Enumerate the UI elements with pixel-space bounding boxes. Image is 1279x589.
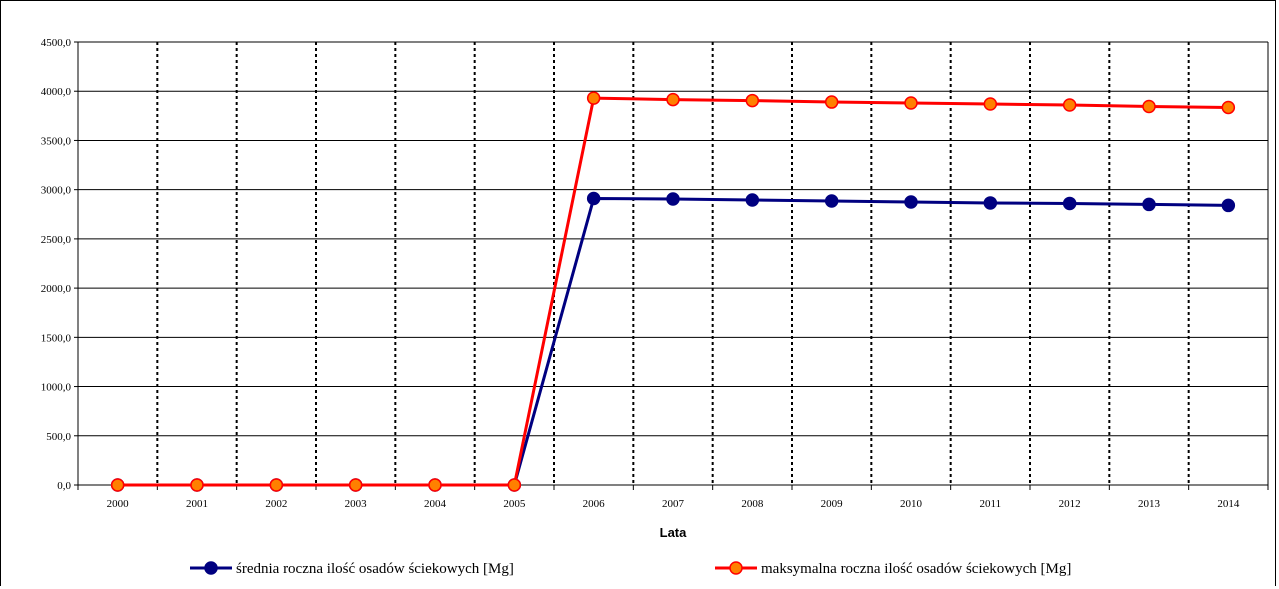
data-point [586,191,601,206]
data-point [586,91,601,105]
y-tick-label: 3500,0 [41,135,72,147]
series-2 [110,91,1236,492]
x-tick-label: 2007 [662,498,685,510]
y-tick-label: 500,0 [46,431,71,443]
y-tick-label: 2500,0 [41,234,72,246]
legend-marker [204,561,218,575]
axes [74,41,1269,490]
data-point [745,193,760,207]
data-point [190,478,204,492]
data-point [1142,99,1156,114]
y-tick-label: 2000,0 [41,283,72,295]
data-point [745,93,760,108]
x-tick-label: 2011 [980,498,1002,510]
data-point [1142,197,1156,212]
x-tick-label: 2002 [265,498,287,510]
series-1 [110,191,1236,492]
data-point [1221,198,1236,213]
data-point [507,478,522,492]
data-point [904,195,918,209]
x-tick-label: 2008 [741,498,764,510]
x-tick-label: 2009 [821,498,844,510]
data-point [824,194,839,208]
data-point [824,95,839,109]
data-point [983,97,998,111]
y-tick-label: 1500,0 [41,332,72,344]
data-point [1062,98,1077,112]
x-axis-title: Lata [660,525,688,540]
data-point [110,478,125,492]
data-point [348,478,363,492]
data-point [428,478,442,492]
legend: średnia roczna ilość osadów ściekowych [… [190,561,1071,577]
y-tick-label: 3000,0 [41,185,72,197]
y-tick-label: 1000,0 [41,382,72,394]
x-tick-label: 2013 [1138,498,1161,510]
legend-label: maksymalna roczna ilość osadów ściekowyc… [761,561,1071,577]
legend-marker [729,561,743,575]
x-tick-label: 2000 [107,498,130,510]
x-tick-label: 2014 [1217,498,1240,510]
x-tick-label: 2001 [186,498,208,510]
x-tick-label: 2004 [424,498,447,510]
y-tick-label: 4000,0 [41,86,72,98]
data-point [904,96,918,110]
x-tick-label: 2010 [900,498,923,510]
series-group [110,91,1236,492]
series-line [117,197,1229,487]
data-point [666,92,680,107]
series-line [117,96,1229,487]
data-point [269,478,284,492]
y-tick-label: 4500,0 [41,37,72,49]
x-tick-label: 2005 [503,498,526,510]
data-point [983,196,998,210]
x-axis-tick-labels: 2000 2001 2002 2003 2004 2005 2006 2007 2008 2009… [107,498,1240,510]
x-tick-label: 2012 [1059,498,1081,510]
vertical-gridlines [156,42,1190,485]
y-axis-tick-labels: 0,0 500,0 1000,0 1500,0 2000,0 2500,0 3000,0 35… [41,37,72,492]
data-point [1221,100,1236,115]
data-point [666,192,680,206]
x-tick-label: 2006 [583,498,606,510]
data-point [1062,196,1077,211]
x-tick-label: 2003 [345,498,368,510]
y-tick-label: 0,0 [57,480,71,492]
legend-label: średnia roczna ilość osadów ściekowych [… [236,561,514,577]
